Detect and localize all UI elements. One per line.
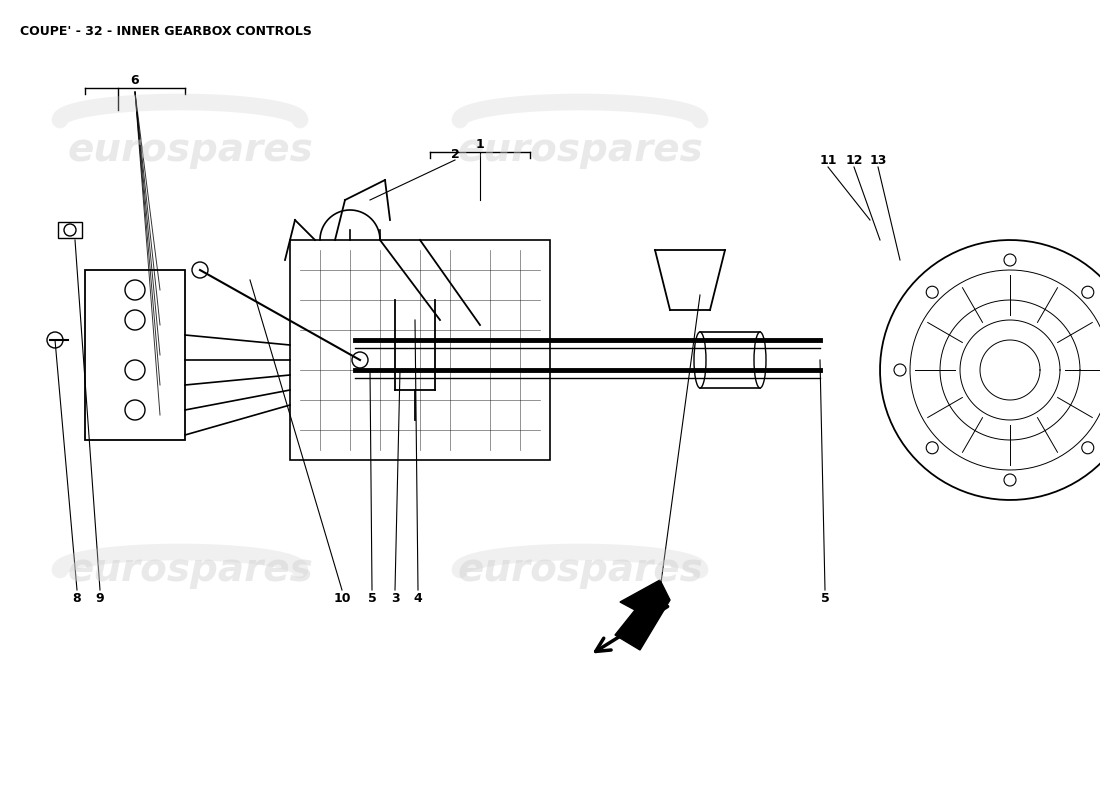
Text: 12: 12: [845, 154, 862, 166]
Text: eurospares: eurospares: [458, 551, 703, 589]
Text: 8: 8: [73, 591, 81, 605]
Bar: [700, 332, 760, 388]
Text: 9: 9: [96, 591, 104, 605]
FancyBboxPatch shape: [290, 240, 550, 460]
Text: COUPE' - 32 - INNER GEARBOX CONTROLS: COUPE' - 32 - INNER GEARBOX CONTROLS: [20, 25, 312, 38]
Text: eurospares: eurospares: [67, 131, 312, 169]
Circle shape: [894, 364, 906, 376]
Bar: [58, 222, 82, 238]
Circle shape: [926, 442, 938, 454]
Text: 4: 4: [414, 591, 422, 605]
Circle shape: [125, 310, 145, 330]
Text: 10: 10: [333, 591, 351, 605]
Ellipse shape: [754, 332, 766, 388]
Text: 6: 6: [131, 74, 140, 86]
Circle shape: [1004, 254, 1016, 266]
Circle shape: [192, 262, 208, 278]
Text: 5: 5: [367, 591, 376, 605]
Circle shape: [47, 332, 63, 348]
Polygon shape: [615, 580, 670, 650]
Text: eurospares: eurospares: [67, 551, 312, 589]
Text: 7: 7: [656, 591, 664, 605]
Text: 11: 11: [820, 154, 837, 166]
Text: 5: 5: [821, 591, 829, 605]
Circle shape: [1081, 286, 1093, 298]
Circle shape: [125, 280, 145, 300]
Circle shape: [352, 352, 368, 368]
Circle shape: [125, 400, 145, 420]
Circle shape: [926, 286, 938, 298]
Text: 2: 2: [451, 149, 460, 162]
Bar: [85, 270, 185, 440]
Ellipse shape: [694, 332, 706, 388]
Circle shape: [1081, 442, 1093, 454]
Text: 13: 13: [869, 154, 887, 166]
Circle shape: [1004, 474, 1016, 486]
Circle shape: [64, 224, 76, 236]
Text: 1: 1: [475, 138, 484, 151]
Circle shape: [125, 360, 145, 380]
Text: eurospares: eurospares: [458, 131, 703, 169]
Text: 3: 3: [390, 591, 399, 605]
